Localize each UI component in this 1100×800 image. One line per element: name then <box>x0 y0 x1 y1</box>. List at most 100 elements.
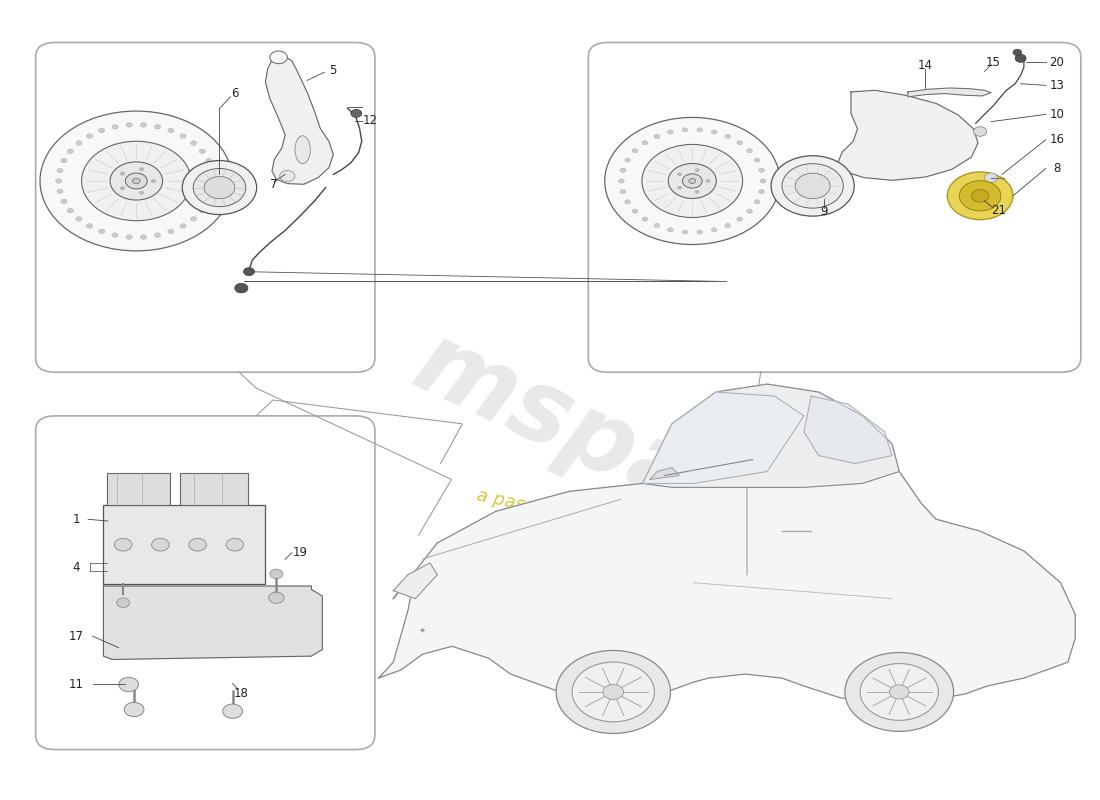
Circle shape <box>632 209 638 214</box>
Circle shape <box>654 223 660 227</box>
Circle shape <box>112 233 118 238</box>
Circle shape <box>126 235 132 239</box>
Text: 17: 17 <box>68 630 84 642</box>
Circle shape <box>234 283 248 293</box>
Text: 11: 11 <box>68 678 84 691</box>
Circle shape <box>755 200 760 204</box>
Circle shape <box>206 158 211 163</box>
Circle shape <box>974 126 987 136</box>
Circle shape <box>56 178 62 183</box>
Circle shape <box>620 168 626 172</box>
Circle shape <box>57 189 63 194</box>
Circle shape <box>725 134 730 138</box>
Circle shape <box>890 685 909 699</box>
Text: 20: 20 <box>1049 56 1064 69</box>
Text: 8: 8 <box>1053 162 1060 175</box>
Circle shape <box>183 161 256 214</box>
Circle shape <box>140 168 144 170</box>
Circle shape <box>959 181 1001 211</box>
Circle shape <box>180 134 186 138</box>
Circle shape <box>190 217 197 221</box>
Text: 14: 14 <box>917 59 933 72</box>
Circle shape <box>759 190 764 194</box>
Text: mspare: mspare <box>399 315 821 580</box>
Circle shape <box>87 134 92 138</box>
Circle shape <box>760 179 766 183</box>
Circle shape <box>132 178 140 184</box>
Circle shape <box>618 179 625 183</box>
Circle shape <box>696 230 703 234</box>
Circle shape <box>226 538 243 551</box>
Circle shape <box>99 128 104 133</box>
Circle shape <box>642 145 743 218</box>
Circle shape <box>947 172 1013 220</box>
Polygon shape <box>642 384 899 487</box>
Circle shape <box>747 209 752 214</box>
Circle shape <box>194 169 245 206</box>
Circle shape <box>737 141 742 145</box>
Circle shape <box>114 538 132 551</box>
Circle shape <box>668 130 673 134</box>
Circle shape <box>205 177 234 198</box>
Circle shape <box>168 229 174 234</box>
Circle shape <box>67 208 74 213</box>
Text: 15: 15 <box>986 56 1001 69</box>
Text: 7: 7 <box>271 178 278 191</box>
Circle shape <box>678 186 682 189</box>
FancyBboxPatch shape <box>35 42 375 372</box>
Circle shape <box>632 149 638 153</box>
Circle shape <box>180 224 186 228</box>
Circle shape <box>971 190 989 202</box>
Circle shape <box>712 130 717 134</box>
Circle shape <box>605 118 780 245</box>
Circle shape <box>747 149 752 153</box>
Circle shape <box>642 141 648 145</box>
Circle shape <box>351 110 362 118</box>
Circle shape <box>141 122 146 127</box>
Circle shape <box>860 663 938 720</box>
Circle shape <box>782 164 844 208</box>
Polygon shape <box>642 392 804 483</box>
Circle shape <box>199 208 206 213</box>
Circle shape <box>223 704 242 718</box>
Circle shape <box>190 141 197 146</box>
Circle shape <box>126 122 132 127</box>
Circle shape <box>168 128 174 133</box>
Circle shape <box>654 134 660 138</box>
Circle shape <box>695 190 700 194</box>
Circle shape <box>620 190 626 194</box>
Circle shape <box>120 172 124 175</box>
Circle shape <box>243 268 254 276</box>
Circle shape <box>125 173 147 189</box>
FancyBboxPatch shape <box>107 473 170 505</box>
Circle shape <box>99 229 104 234</box>
Circle shape <box>141 235 146 239</box>
Circle shape <box>603 685 624 699</box>
Circle shape <box>119 678 139 692</box>
Circle shape <box>625 158 630 162</box>
Circle shape <box>209 168 216 173</box>
FancyBboxPatch shape <box>103 505 265 584</box>
Text: ✦: ✦ <box>419 626 426 635</box>
Circle shape <box>668 163 716 198</box>
Circle shape <box>124 702 144 717</box>
Text: 10: 10 <box>1049 108 1064 121</box>
Circle shape <box>279 170 295 182</box>
Text: 1: 1 <box>73 513 80 526</box>
Polygon shape <box>103 586 322 659</box>
Polygon shape <box>394 563 438 598</box>
Circle shape <box>110 162 163 200</box>
Polygon shape <box>804 396 892 463</box>
Circle shape <box>60 199 67 203</box>
Circle shape <box>40 111 232 251</box>
Circle shape <box>755 158 760 162</box>
Circle shape <box>140 191 144 194</box>
Text: 16: 16 <box>1049 134 1064 146</box>
Circle shape <box>678 173 682 176</box>
Circle shape <box>152 538 169 551</box>
Circle shape <box>211 178 217 183</box>
Polygon shape <box>908 88 991 97</box>
Circle shape <box>1013 50 1022 55</box>
Circle shape <box>642 217 648 222</box>
Circle shape <box>557 650 671 734</box>
